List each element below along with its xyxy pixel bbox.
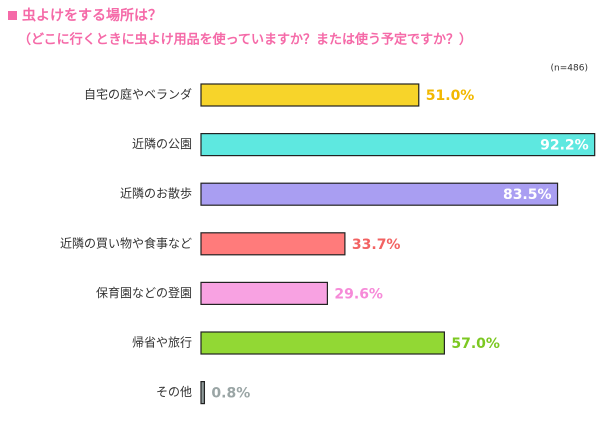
title-marker: [8, 11, 17, 20]
bar: [200, 182, 559, 206]
bar: [200, 133, 596, 157]
sample-note: (n=486): [551, 64, 588, 74]
bar: [200, 83, 420, 107]
value-label: 57.0%: [451, 336, 500, 352]
category-label: その他: [156, 385, 192, 399]
category-label: 近隣の公園: [132, 136, 192, 151]
bar: [200, 232, 346, 256]
bar: [200, 331, 445, 355]
bar: [200, 381, 206, 405]
chart-subtitle: （どこに行くときに虫よけ用品を使っていますか？または使う予定ですか？）: [18, 32, 472, 48]
category-label: 近隣の買い物や食事など: [60, 235, 192, 250]
category-label: 帰省や旅行: [132, 336, 192, 350]
value-label: 83.5%: [503, 187, 552, 203]
chart-title: 虫よけをする場所は？: [22, 7, 162, 24]
category-label: 保育園などの登園: [96, 285, 192, 300]
value-label: 33.7%: [352, 237, 401, 253]
value-label: 51.0%: [426, 88, 475, 104]
value-label: 92.2%: [540, 138, 589, 154]
category-label: 自宅の庭やベランダ: [84, 87, 192, 102]
category-label: 近隣のお散歩: [120, 186, 192, 201]
bar: [200, 281, 328, 305]
value-label: 0.8%: [211, 386, 250, 402]
value-label: 29.6%: [334, 286, 383, 302]
